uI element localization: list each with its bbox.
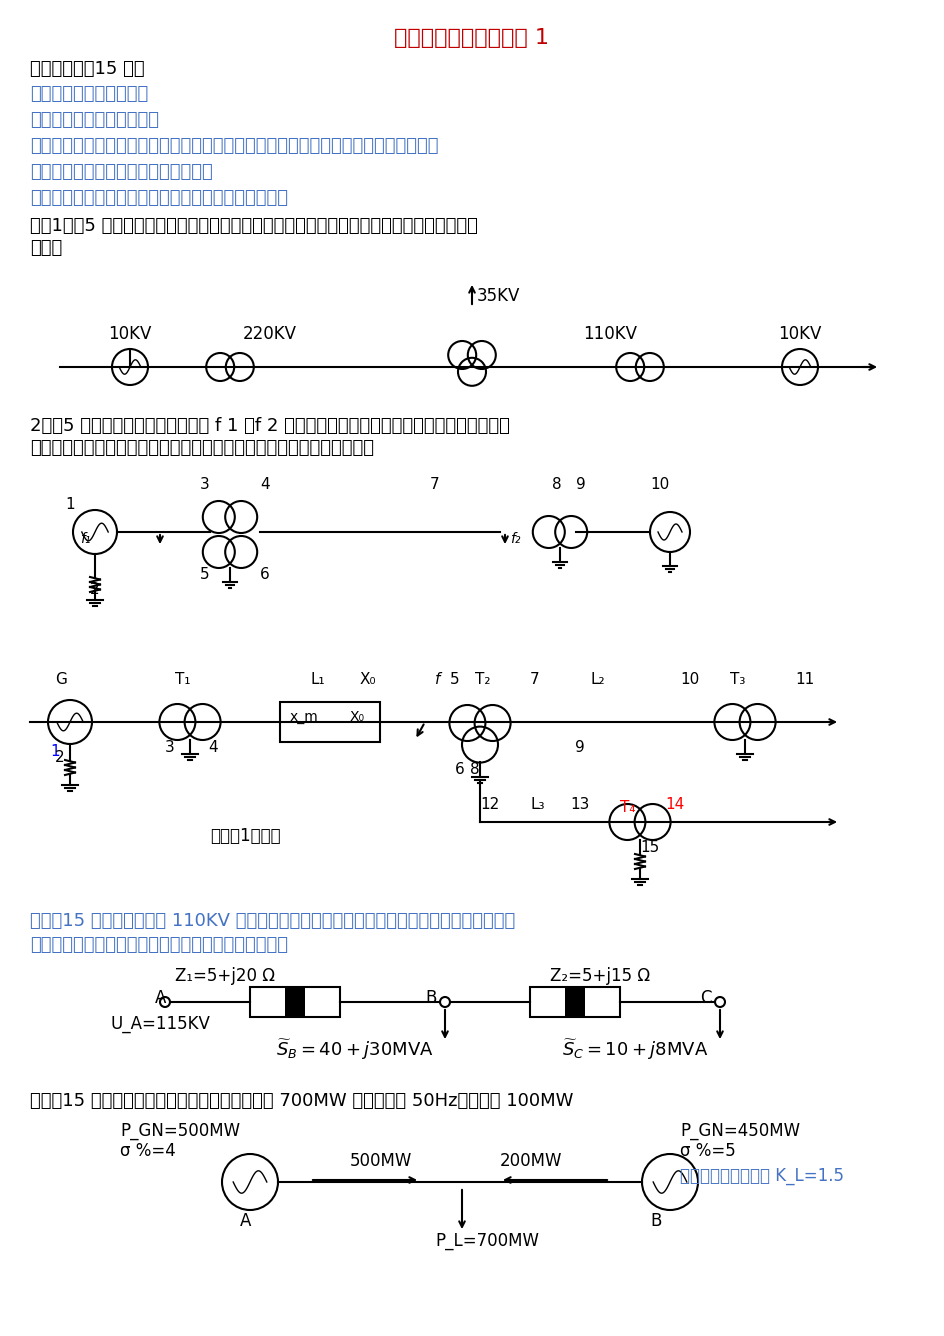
Text: $\widetilde{S}_C = 10 + j8$MVA: $\widetilde{S}_C = 10 + j8$MVA bbox=[561, 1037, 707, 1062]
Text: B: B bbox=[649, 1212, 661, 1230]
Text: 220KV: 220KV bbox=[243, 325, 296, 343]
Text: 15: 15 bbox=[639, 840, 659, 855]
Text: 4: 4 bbox=[260, 477, 269, 492]
Text: 500MW: 500MW bbox=[349, 1152, 412, 1170]
Text: 10: 10 bbox=[649, 477, 668, 492]
Text: 3: 3 bbox=[165, 740, 175, 755]
Text: 10KV: 10KV bbox=[109, 325, 152, 343]
Text: 一、简答题（15 分）: 一、简答题（15 分） bbox=[30, 60, 144, 77]
Text: 2、（5 分）系统接线如图所示，当 f 1 、f 2 点分别发生不对称接地短路故障时，试作出相应: 2、（5 分）系统接线如图所示，当 f 1 、f 2 点分别发生不对称接地短路故… bbox=[30, 417, 510, 436]
Text: f₂: f₂ bbox=[510, 532, 520, 546]
Text: B: B bbox=[425, 989, 436, 1007]
Text: 9: 9 bbox=[576, 477, 585, 492]
Text: 三、（1）题图: 三、（1）题图 bbox=[210, 827, 280, 844]
Text: 5: 5 bbox=[449, 672, 459, 687]
Text: G: G bbox=[55, 672, 67, 687]
Text: U_A=115KV: U_A=115KV bbox=[110, 1015, 210, 1033]
Text: 35KV: 35KV bbox=[477, 287, 520, 305]
Text: $\widetilde{S}_B = 40 + j30$MVA: $\widetilde{S}_B = 40 + j30$MVA bbox=[276, 1037, 433, 1062]
Text: 电力系统的调压措施和调压方式有哪些: 电力系统的调压措施和调压方式有哪些 bbox=[30, 163, 212, 180]
Text: T₄: T₄ bbox=[619, 800, 634, 815]
Bar bbox=[285, 987, 305, 1017]
Text: 2: 2 bbox=[90, 582, 99, 597]
Bar bbox=[565, 987, 584, 1017]
Text: L₃: L₃ bbox=[530, 798, 544, 812]
Text: T₁: T₁ bbox=[175, 672, 191, 687]
Text: 二、1，（5 分）标出图中发电机和变压器两侧的额定电压（图中所注电压是线路的额定电压: 二、1，（5 分）标出图中发电机和变压器两侧的额定电压（图中所注电压是线路的额定… bbox=[30, 216, 478, 235]
Text: P_GN=450MW: P_GN=450MW bbox=[680, 1122, 800, 1140]
Text: P_GN=500MW: P_GN=500MW bbox=[120, 1122, 240, 1140]
Text: Z₁=5+j20 Ω: Z₁=5+j20 Ω bbox=[175, 967, 275, 985]
Text: X₀: X₀ bbox=[360, 672, 377, 687]
Text: 5: 5 bbox=[200, 566, 210, 582]
Text: L₁: L₁ bbox=[310, 672, 325, 687]
Text: 负荷的单位调节功率 K_L=1.5: 负荷的单位调节功率 K_L=1.5 bbox=[680, 1168, 843, 1185]
Text: T₃: T₃ bbox=[729, 672, 745, 687]
Text: P_L=700MW: P_L=700MW bbox=[434, 1232, 538, 1250]
Text: 1: 1 bbox=[65, 497, 75, 512]
Text: 4: 4 bbox=[208, 740, 217, 755]
Text: 等级）: 等级） bbox=[30, 239, 62, 257]
Text: 2: 2 bbox=[55, 749, 64, 766]
Text: 10: 10 bbox=[680, 672, 699, 687]
Text: 四、（15 分）在如图所示的两机系统中，负荷为 700MW 时，频率为 50Hz，若切除 100MW: 四、（15 分）在如图所示的两机系统中，负荷为 700MW 时，频率为 50Hz… bbox=[30, 1092, 573, 1110]
Text: 三、（15 分）额定电压为 110KV 的辐射型电力网，参数如图所示，求功率分布和各母线电压: 三、（15 分）额定电压为 110KV 的辐射型电力网，参数如图所示，求功率分布… bbox=[30, 912, 514, 930]
Text: （注：必须考虑功率损耗，不计电压降落的横分量）。: （注：必须考虑功率损耗，不计电压降落的横分量）。 bbox=[30, 937, 288, 954]
Bar bbox=[530, 987, 619, 1017]
Text: 200MW: 200MW bbox=[499, 1152, 562, 1170]
Text: 电力系统分析基础试卷 1: 电力系统分析基础试卷 1 bbox=[394, 28, 548, 48]
Text: 12: 12 bbox=[480, 798, 498, 812]
Text: σ %=5: σ %=5 bbox=[680, 1142, 735, 1160]
Text: X₀: X₀ bbox=[349, 709, 364, 724]
Text: A: A bbox=[155, 989, 166, 1007]
Text: 7: 7 bbox=[530, 672, 539, 687]
Text: T₂: T₂ bbox=[475, 672, 490, 687]
Text: 7: 7 bbox=[430, 477, 439, 492]
Text: 1: 1 bbox=[50, 744, 59, 759]
Text: Z₂=5+j15 Ω: Z₂=5+j15 Ω bbox=[549, 967, 649, 985]
Text: 的零序等值电路。（略去各元件电阻和所有对地导纳及变压器励磁导纳）: 的零序等值电路。（略去各元件电阻和所有对地导纳及变压器励磁导纳） bbox=[30, 440, 374, 457]
Text: f: f bbox=[434, 672, 440, 687]
Text: 影响系统电压的因素有哪些: 影响系统电压的因素有哪些 bbox=[30, 111, 159, 130]
Text: 6: 6 bbox=[454, 762, 464, 778]
Text: 14: 14 bbox=[665, 798, 683, 812]
Text: x_m: x_m bbox=[290, 709, 318, 724]
Text: 110KV: 110KV bbox=[582, 325, 636, 343]
Text: A: A bbox=[240, 1212, 251, 1230]
Text: 电网互联的优缺点是什么: 电网互联的优缺点是什么 bbox=[30, 86, 148, 103]
Text: 在复杂电力系统潮流的计算机算法中，节点被分为几种类型，已知数和未知数各是什么: 在复杂电力系统潮流的计算机算法中，节点被分为几种类型，已知数和未知数各是什么 bbox=[30, 138, 438, 155]
Text: C: C bbox=[700, 989, 711, 1007]
Text: 10KV: 10KV bbox=[778, 325, 821, 343]
Bar bbox=[250, 987, 340, 1017]
Text: 13: 13 bbox=[569, 798, 589, 812]
Bar bbox=[279, 701, 379, 741]
Text: 11: 11 bbox=[794, 672, 814, 687]
Text: f₁: f₁ bbox=[80, 532, 91, 546]
Text: 9: 9 bbox=[574, 740, 584, 755]
Text: σ %=4: σ %=4 bbox=[120, 1142, 176, 1160]
Text: 什么是短路冲击电流产生冲击电流最恶劣的条件有哪些: 什么是短路冲击电流产生冲击电流最恶劣的条件有哪些 bbox=[30, 188, 288, 207]
Text: L₂: L₂ bbox=[589, 672, 604, 687]
Text: 6: 6 bbox=[260, 566, 269, 582]
Text: 8: 8 bbox=[469, 762, 480, 778]
Text: 8: 8 bbox=[551, 477, 561, 492]
Text: 3: 3 bbox=[200, 477, 210, 492]
